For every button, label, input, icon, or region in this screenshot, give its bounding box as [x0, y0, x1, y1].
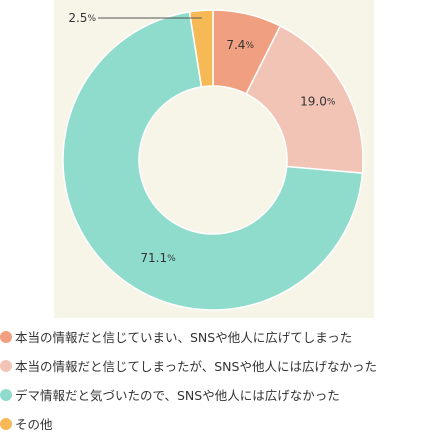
slice-value-label: 2.5%	[68, 11, 96, 25]
legend-swatch	[0, 417, 12, 430]
legend-item: その他	[0, 409, 428, 438]
legend-label: その他	[15, 417, 53, 432]
slice-value-label: 71.1%	[140, 251, 176, 265]
legend: 本当の情報だと信じていまい、SNSや他人に広げてしまった本当の情報だと信じてしま…	[0, 322, 428, 438]
donut-chart: 7.4% 19.0% 71.1% 2.5%	[62, 9, 364, 311]
legend-swatch	[0, 330, 12, 343]
slice-value-label: 19.0%	[300, 94, 336, 108]
donut-slice	[245, 24, 364, 174]
slice-value-label: 7.4%	[226, 38, 254, 52]
legend-label: 本当の情報だと信じてしまったが、SNSや他人には広げなかった	[15, 359, 377, 374]
legend-item: 本当の情報だと信じていまい、SNSや他人に広げてしまった	[0, 322, 428, 351]
donut-slice	[188, 9, 214, 88]
legend-item: デマ情報だと気づいたので、SNSや他人には広げなかった	[0, 380, 428, 409]
legend-label: デマ情報だと気づいたので、SNSや他人には広げなかった	[15, 388, 340, 403]
legend-swatch	[0, 388, 12, 401]
legend-swatch	[0, 359, 12, 372]
legend-label: 本当の情報だと信じていまい、SNSや他人に広げてしまった	[15, 330, 353, 345]
donut-slice	[62, 10, 364, 311]
legend-item: 本当の情報だと信じてしまったが、SNSや他人には広げなかった	[0, 351, 428, 380]
